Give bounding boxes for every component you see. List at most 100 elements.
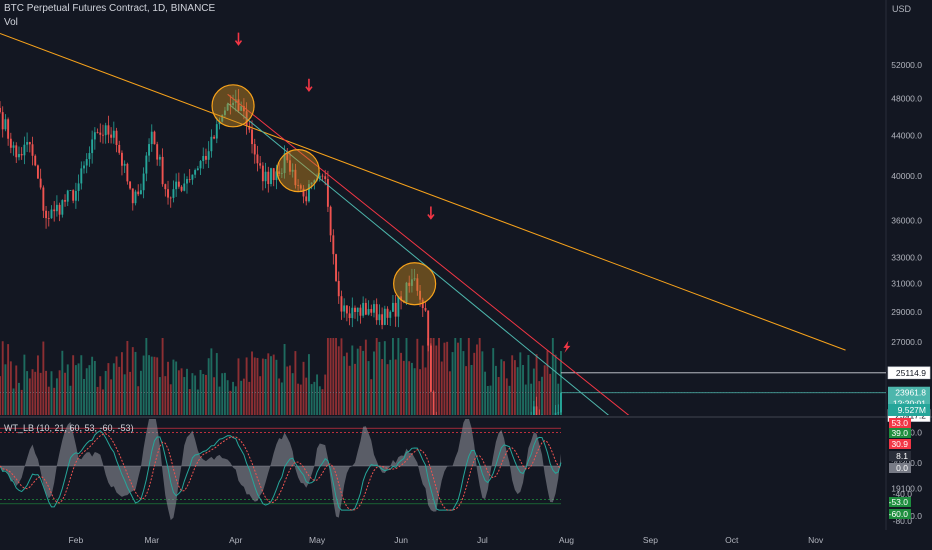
volume-bar [91,356,94,415]
volume-bar [543,365,546,415]
volume-bar [253,357,256,415]
candle-body [61,200,64,215]
volume-bar [513,360,516,415]
volume-bar [375,338,378,415]
candle-body [351,307,354,319]
volume-bar [18,382,20,415]
red-trendline [227,93,630,415]
osc-tick-label: -80.0 [893,516,913,526]
osc-histogram [0,419,561,521]
volume-bar [560,351,562,415]
candle-body [161,156,164,185]
volume-bar [286,366,289,415]
volume-bar [74,365,77,415]
indicator-legend[interactable]: WT_LB (10, 21, 60, 53, -60, -53) [4,423,134,433]
time-tick-label: Jul [477,535,488,545]
price-tags: 25114.923961.812:20:0123917.29.527M53.03… [887,366,931,519]
volume-bar [497,377,500,415]
volume-bar [492,348,495,415]
time-tick-label: Apr [229,535,242,545]
candle-body [18,154,20,158]
volume-bar [386,364,389,415]
highlight-circle [393,262,437,306]
time-tick-label: Feb [69,535,84,545]
candle-body [88,153,91,160]
volume-bar [207,358,210,415]
volume-bar [494,365,497,415]
candle-body [9,138,12,148]
candle-body [229,104,232,106]
candle-body [278,171,281,174]
volume-bar [153,356,156,415]
volume-bar [205,374,207,415]
candle-body [55,204,58,212]
volume-bar [356,348,359,415]
candle-body [280,173,283,174]
volume-bar [299,384,302,415]
volume-bar [115,356,118,415]
candle-body [370,309,373,313]
candle-body [177,181,180,187]
candle-body [223,110,226,115]
volume-bar [223,372,226,415]
volume-bar [261,358,264,415]
volume-bar [337,346,340,415]
volume-bar [340,338,343,415]
volume-bar [99,376,102,415]
volume-bar [129,371,132,415]
volume-bar [164,376,167,415]
volume-bar [408,361,411,415]
candle-body [20,154,23,156]
osc-signal-line [0,433,562,511]
volume-bar [289,365,291,415]
candle-body [356,307,359,312]
candle-body [310,182,313,185]
volume-bar [505,378,508,415]
candle-body [93,132,96,140]
candle-body [156,144,159,160]
volume-bar [256,357,259,415]
candle-body [34,155,37,166]
volume-legend[interactable]: Vol [4,17,18,28]
symbol-title[interactable]: BTC Perpetual Futures Contract, 1D, BINA… [4,3,216,14]
volume-bar [522,364,524,415]
candle-body [28,142,31,145]
volume-bar [142,355,145,415]
volume-bar [26,371,29,415]
osc-tag-bg [889,418,911,428]
volume-bar [23,354,26,415]
time-axis[interactable]: Feb Mar Apr May Jun Jul Aug Sep Oct Nov [0,530,932,550]
price-tick-label: 36000.0 [891,215,922,225]
lightning-icon [563,340,571,353]
volume-bar [332,338,335,415]
volume-bar [462,351,465,415]
candle-body [332,235,335,255]
volume-bar [218,386,221,415]
volume-bar [400,352,403,415]
time-tick-label: Jun [394,535,408,545]
volume-bar [421,345,424,415]
volume-bar [354,363,356,415]
volume-bar [413,368,416,415]
candle-body [416,278,419,291]
candle-body [104,125,107,136]
osc-tick-label: -40.0 [893,489,913,499]
candle-body [26,142,29,145]
volume-bar [110,379,113,415]
candle-body [91,139,94,154]
candle-body [134,191,137,204]
drawings[interactable] [0,32,886,517]
candle-body [557,412,560,414]
candle-body [85,159,88,166]
volume-bar [58,370,61,415]
volume-bar [467,338,470,415]
candle-body [42,187,45,211]
volume-bar [123,374,126,415]
volume-bar [104,370,107,415]
osc-tag-bg [889,428,911,438]
candle-body [400,296,403,301]
volume-bar [470,364,473,415]
volume-bar [335,338,337,415]
volume-bar [7,344,10,415]
